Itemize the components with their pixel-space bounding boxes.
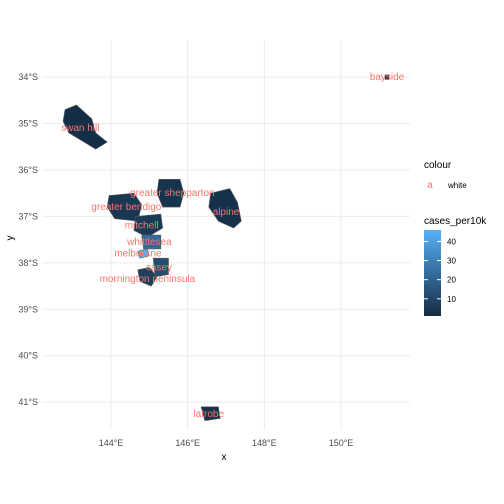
region-label-greater-bendigo: greater bendigo	[91, 202, 161, 213]
region-label-greater-shepparton: greater shepparton	[130, 188, 215, 199]
colour-legend-label: white	[447, 181, 467, 190]
region-swan-hill	[62, 104, 108, 150]
y-tick-label-4: 38°S	[18, 258, 38, 268]
x-tick-label-2: 148°E	[252, 438, 277, 448]
colour-legend-title: colour	[424, 160, 452, 171]
region-label-swan-hill: swan hill	[61, 123, 99, 134]
y-tick-label-1: 35°S	[18, 119, 38, 129]
region-label-melbourne: melbourne	[114, 249, 162, 260]
y-tick-label-7: 41°S	[18, 397, 38, 407]
region-mitchell	[133, 213, 164, 238]
y-tick-label-0: 34°S	[18, 72, 38, 82]
region-label-whittlesea: whittlesea	[126, 237, 172, 248]
y-tick-labels: 34°S 35°S 36°S 37°S 38°S 39°S 40°S 41°S	[18, 72, 38, 407]
region-alpine	[208, 188, 242, 229]
x-tick-labels: 144°E 146°E 148°E 150°E	[99, 438, 354, 448]
region-greater-shepparton	[156, 179, 185, 208]
region-labels: swan hill greater shepparton greater bendi…	[61, 72, 405, 420]
region-whittlesea	[141, 234, 162, 250]
region-mornington-peninsula	[137, 267, 158, 287]
fill-tick-label-2: 30	[447, 257, 456, 266]
colour-legend-key: a	[427, 180, 433, 191]
region-label-alpine: alpine	[213, 207, 240, 218]
fill-legend: cases_per10k 10 20 30 40	[424, 216, 487, 316]
region-label-bayside: bayside	[370, 72, 405, 83]
y-axis-title: y	[5, 236, 16, 241]
grid-lines	[42, 40, 410, 430]
region-latrobe	[200, 406, 221, 422]
x-tick-label-1: 146°E	[175, 438, 200, 448]
region-label-latrobe: latrobe	[193, 409, 224, 420]
fill-tick-label-0: 10	[447, 295, 456, 304]
x-tick-label-3: 150°E	[329, 438, 354, 448]
x-axis-title: x	[222, 452, 227, 463]
fill-tick-label-3: 40	[447, 237, 456, 246]
region-label-mornington-peninsula: mornington peninsula	[100, 274, 196, 285]
regions	[62, 74, 390, 422]
x-tick-label-0: 144°E	[99, 438, 124, 448]
fill-legend-title: cases_per10k	[424, 216, 487, 227]
region-label-mitchell: mitchell	[125, 221, 159, 232]
fill-legend-ticks: 10 20 30 40	[424, 237, 456, 304]
y-tick-label-2: 36°S	[18, 165, 38, 175]
region-bayside	[384, 74, 390, 80]
y-tick-label-5: 39°S	[18, 304, 38, 314]
y-tick-label-6: 40°S	[18, 351, 38, 361]
region-melbourne	[137, 248, 150, 259]
fill-legend-colorbar	[424, 230, 441, 316]
y-tick-label-3: 37°S	[18, 211, 38, 221]
colour-legend: colour a white	[424, 160, 467, 191]
region-casey	[152, 257, 169, 278]
fill-tick-label-1: 20	[447, 276, 456, 285]
region-label-casey: casey	[146, 263, 172, 274]
